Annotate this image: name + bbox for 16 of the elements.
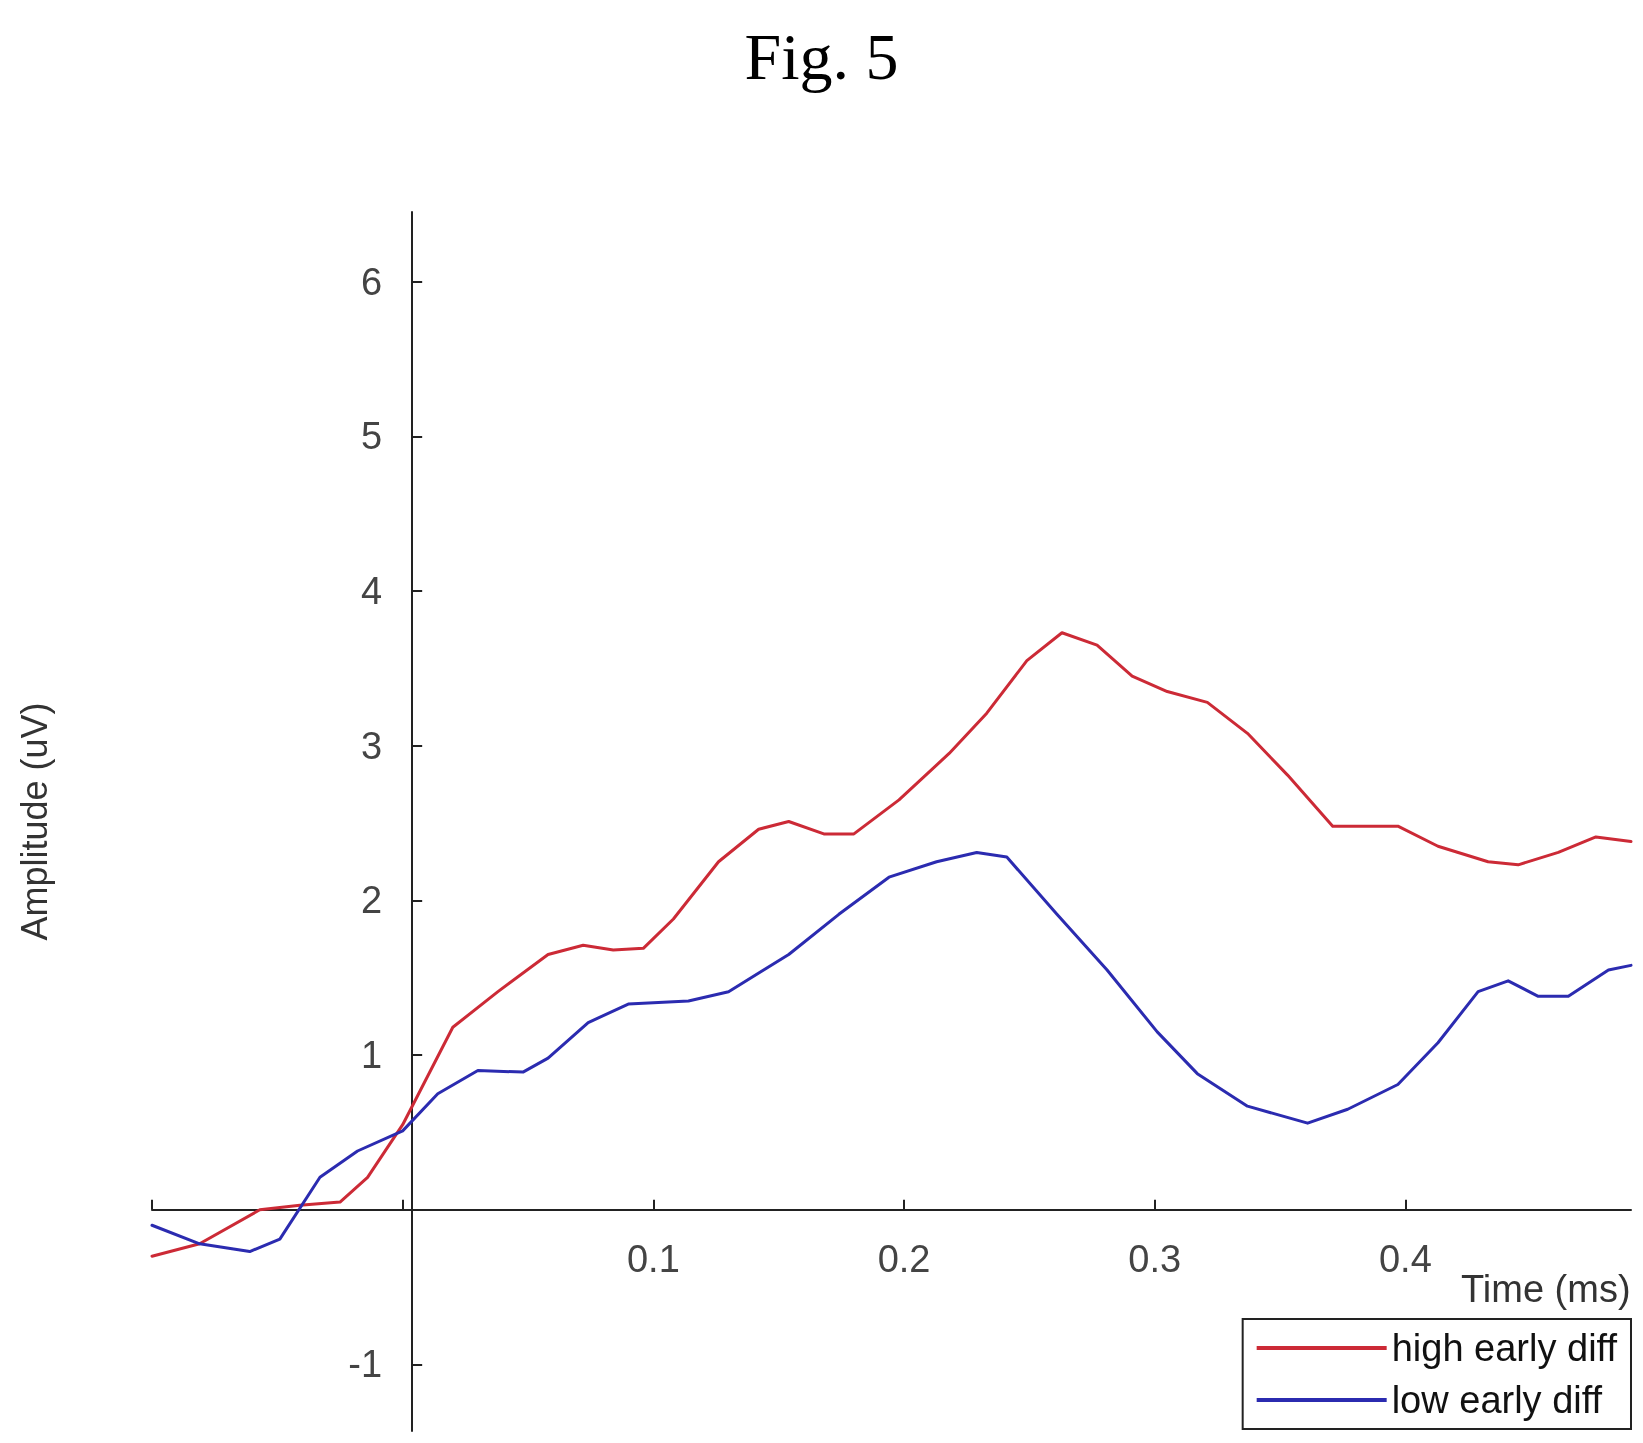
legend-label: low early diff (1391, 1379, 1603, 1421)
y-tick-label: 4 (361, 570, 383, 612)
y-tick-label: 1 (361, 1034, 383, 1077)
y-tick-label: 3 (361, 724, 383, 767)
x-tick-label: 0.4 (1378, 1237, 1432, 1280)
y-axis-title: Amplitude (uV) (13, 702, 55, 941)
y-tick-label: 6 (361, 260, 383, 303)
y-tick-label: 2 (361, 879, 383, 922)
x-axis-title: Time (ms) (1461, 1267, 1631, 1310)
x-tick-label: 0.2 (877, 1237, 931, 1280)
x-tick-label: 0.3 (1128, 1237, 1182, 1280)
chart-title: Fig. 5 (744, 19, 899, 93)
y-tick-label: -1 (348, 1343, 383, 1386)
y-tick-label: 5 (361, 415, 383, 458)
x-tick-label: 0.1 (626, 1237, 680, 1280)
legend-label: high early diff (1391, 1327, 1618, 1369)
